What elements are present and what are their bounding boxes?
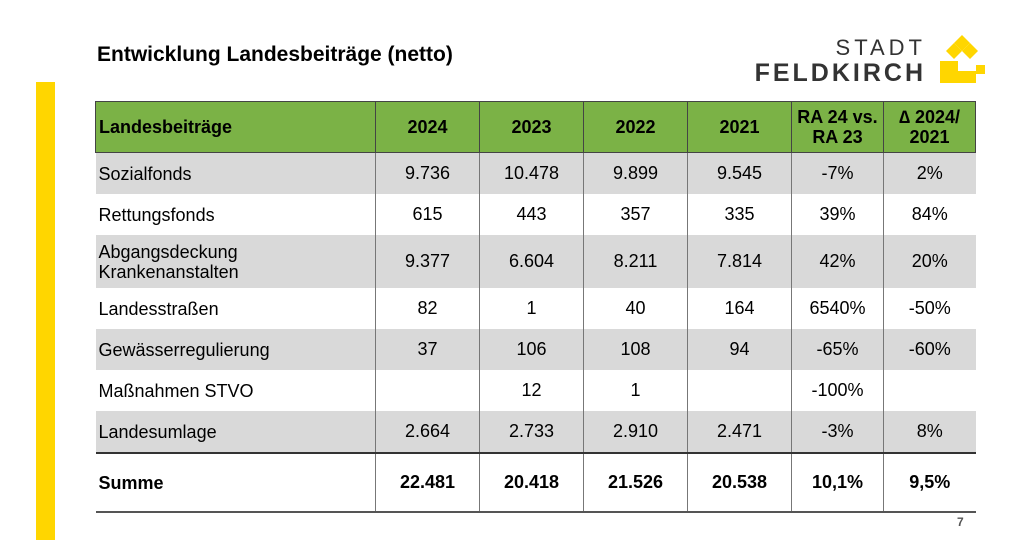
cell: 9.377: [375, 235, 480, 288]
cell: 106: [479, 329, 584, 370]
row-label: Landesstraßen: [95, 288, 376, 329]
cell: 20%: [883, 235, 976, 288]
cell: -100%: [791, 370, 884, 411]
cell: 82: [375, 288, 480, 329]
cell: 164: [687, 288, 792, 329]
total-cell: 21.526: [583, 452, 688, 513]
cell: 6.604: [479, 235, 584, 288]
column-header: 2021: [687, 101, 792, 153]
column-header: 2022: [583, 101, 688, 153]
cell: 108: [583, 329, 688, 370]
logo-mark-icon: [940, 35, 985, 83]
cell: -3%: [791, 411, 884, 453]
cell: 1: [479, 288, 584, 329]
table-row: Sozialfonds 9.736 10.478 9.899 9.545 -7%…: [95, 152, 976, 194]
cell: 2.733: [479, 411, 584, 453]
table-total-row: Summe 22.481 20.418 21.526 20.538 10,1% …: [95, 452, 976, 513]
row-label: Gewässerregulierung: [95, 329, 376, 370]
table-row: Rettungsfonds 615 443 357 335 39% 84%: [95, 194, 976, 235]
row-label: Landesumlage: [95, 411, 376, 453]
cell: 12: [479, 370, 584, 411]
cell: 335: [687, 194, 792, 235]
column-header: Landesbeiträge: [95, 101, 376, 153]
cell: -60%: [883, 329, 976, 370]
total-cell: 9,5%: [883, 452, 976, 513]
cell: -50%: [883, 288, 976, 329]
cell: [687, 370, 792, 411]
cell: 443: [479, 194, 584, 235]
table-row: Maßnahmen STVO 12 1 -100%: [95, 370, 976, 411]
stadt-feldkirch-logo: STADT FELDKIRCH: [742, 35, 992, 90]
cell: -65%: [791, 329, 884, 370]
accent-bar: [36, 82, 55, 540]
cell: 615: [375, 194, 480, 235]
row-label: Rettungsfonds: [95, 194, 376, 235]
landesbeitraege-table: Landesbeiträge 2024 2023 2022 2021 RA 24…: [95, 101, 976, 513]
cell: [883, 370, 976, 411]
cell: -7%: [791, 152, 884, 194]
column-header: 2024: [375, 101, 480, 153]
cell: 94: [687, 329, 792, 370]
cell: 1: [583, 370, 688, 411]
logo-text-feldkirch: FELDKIRCH: [754, 59, 926, 87]
cell: 9.899: [583, 152, 688, 194]
cell: 40: [583, 288, 688, 329]
column-header: RA 24 vs. RA 23: [791, 101, 884, 153]
cell: 39%: [791, 194, 884, 235]
cell: 357: [583, 194, 688, 235]
total-label: Summe: [95, 452, 376, 513]
cell: 8.211: [583, 235, 688, 288]
row-label: Sozialfonds: [95, 152, 376, 194]
cell: 2.664: [375, 411, 480, 453]
cell: 2.910: [583, 411, 688, 453]
table-header-row: Landesbeiträge 2024 2023 2022 2021 RA 24…: [95, 101, 976, 153]
slide-title: Entwicklung Landesbeiträge (netto): [97, 43, 453, 66]
total-cell: 10,1%: [791, 452, 884, 513]
cell: [375, 370, 480, 411]
cell: 10.478: [479, 152, 584, 194]
cell: 7.814: [687, 235, 792, 288]
total-cell: 20.538: [687, 452, 792, 513]
logo-text-stadt: STADT: [835, 35, 926, 60]
cell: 6540%: [791, 288, 884, 329]
page-number: 7: [957, 515, 964, 529]
total-cell: 22.481: [375, 452, 480, 513]
row-label: Abgangsdeckung Krankenanstalten: [95, 235, 376, 288]
row-label: Maßnahmen STVO: [95, 370, 376, 411]
cell: 9.545: [687, 152, 792, 194]
table-row: Landesumlage 2.664 2.733 2.910 2.471 -3%…: [95, 411, 976, 453]
table-row: Abgangsdeckung Krankenanstalten 9.377 6.…: [95, 235, 976, 288]
cell: 9.736: [375, 152, 480, 194]
table-row: Gewässerregulierung 37 106 108 94 -65% -…: [95, 329, 976, 370]
cell: 42%: [791, 235, 884, 288]
column-header: ∆ 2024/ 2021: [883, 101, 976, 153]
table-row: Landesstraßen 82 1 40 164 6540% -50%: [95, 288, 976, 329]
cell: 2%: [883, 152, 976, 194]
cell: 84%: [883, 194, 976, 235]
cell: 8%: [883, 411, 976, 453]
column-header: 2023: [479, 101, 584, 153]
cell: 2.471: [687, 411, 792, 453]
total-cell: 20.418: [479, 452, 584, 513]
cell: 37: [375, 329, 480, 370]
